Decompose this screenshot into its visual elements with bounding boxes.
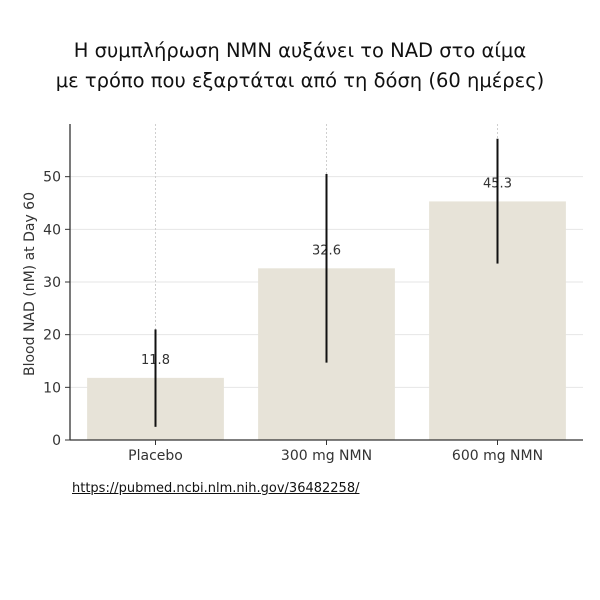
y-axis-label: Blood NAD (nM) at Day 60 xyxy=(22,192,38,376)
x-tick-label-2: 600 mg NMN xyxy=(452,448,543,464)
title-line-1: Η συμπλήρωση NMN αυξάνει το NAD στο αίμα xyxy=(73,39,527,62)
title-line-2: με τρόπο που εξαρτάται από τη δόση (60 η… xyxy=(55,69,545,92)
x-tick-label-1: 300 mg NMN xyxy=(281,448,372,464)
y-tick-label-3: 30 xyxy=(43,275,61,291)
y-tick-label-0: 0 xyxy=(52,433,61,449)
y-tick-label-5: 50 xyxy=(43,170,61,186)
y-tick-label-1: 10 xyxy=(43,380,61,396)
y-tick-label-2: 20 xyxy=(43,328,61,344)
x-tick-label-0: Placebo xyxy=(128,448,183,464)
chart-title: Η συμπλήρωση NMN αυξάνει το NAD στο αίμα… xyxy=(0,36,600,96)
y-tick-label-4: 40 xyxy=(43,222,61,238)
source-link[interactable]: https://pubmed.ncbi.nlm.nih.gov/36482258… xyxy=(72,481,360,496)
